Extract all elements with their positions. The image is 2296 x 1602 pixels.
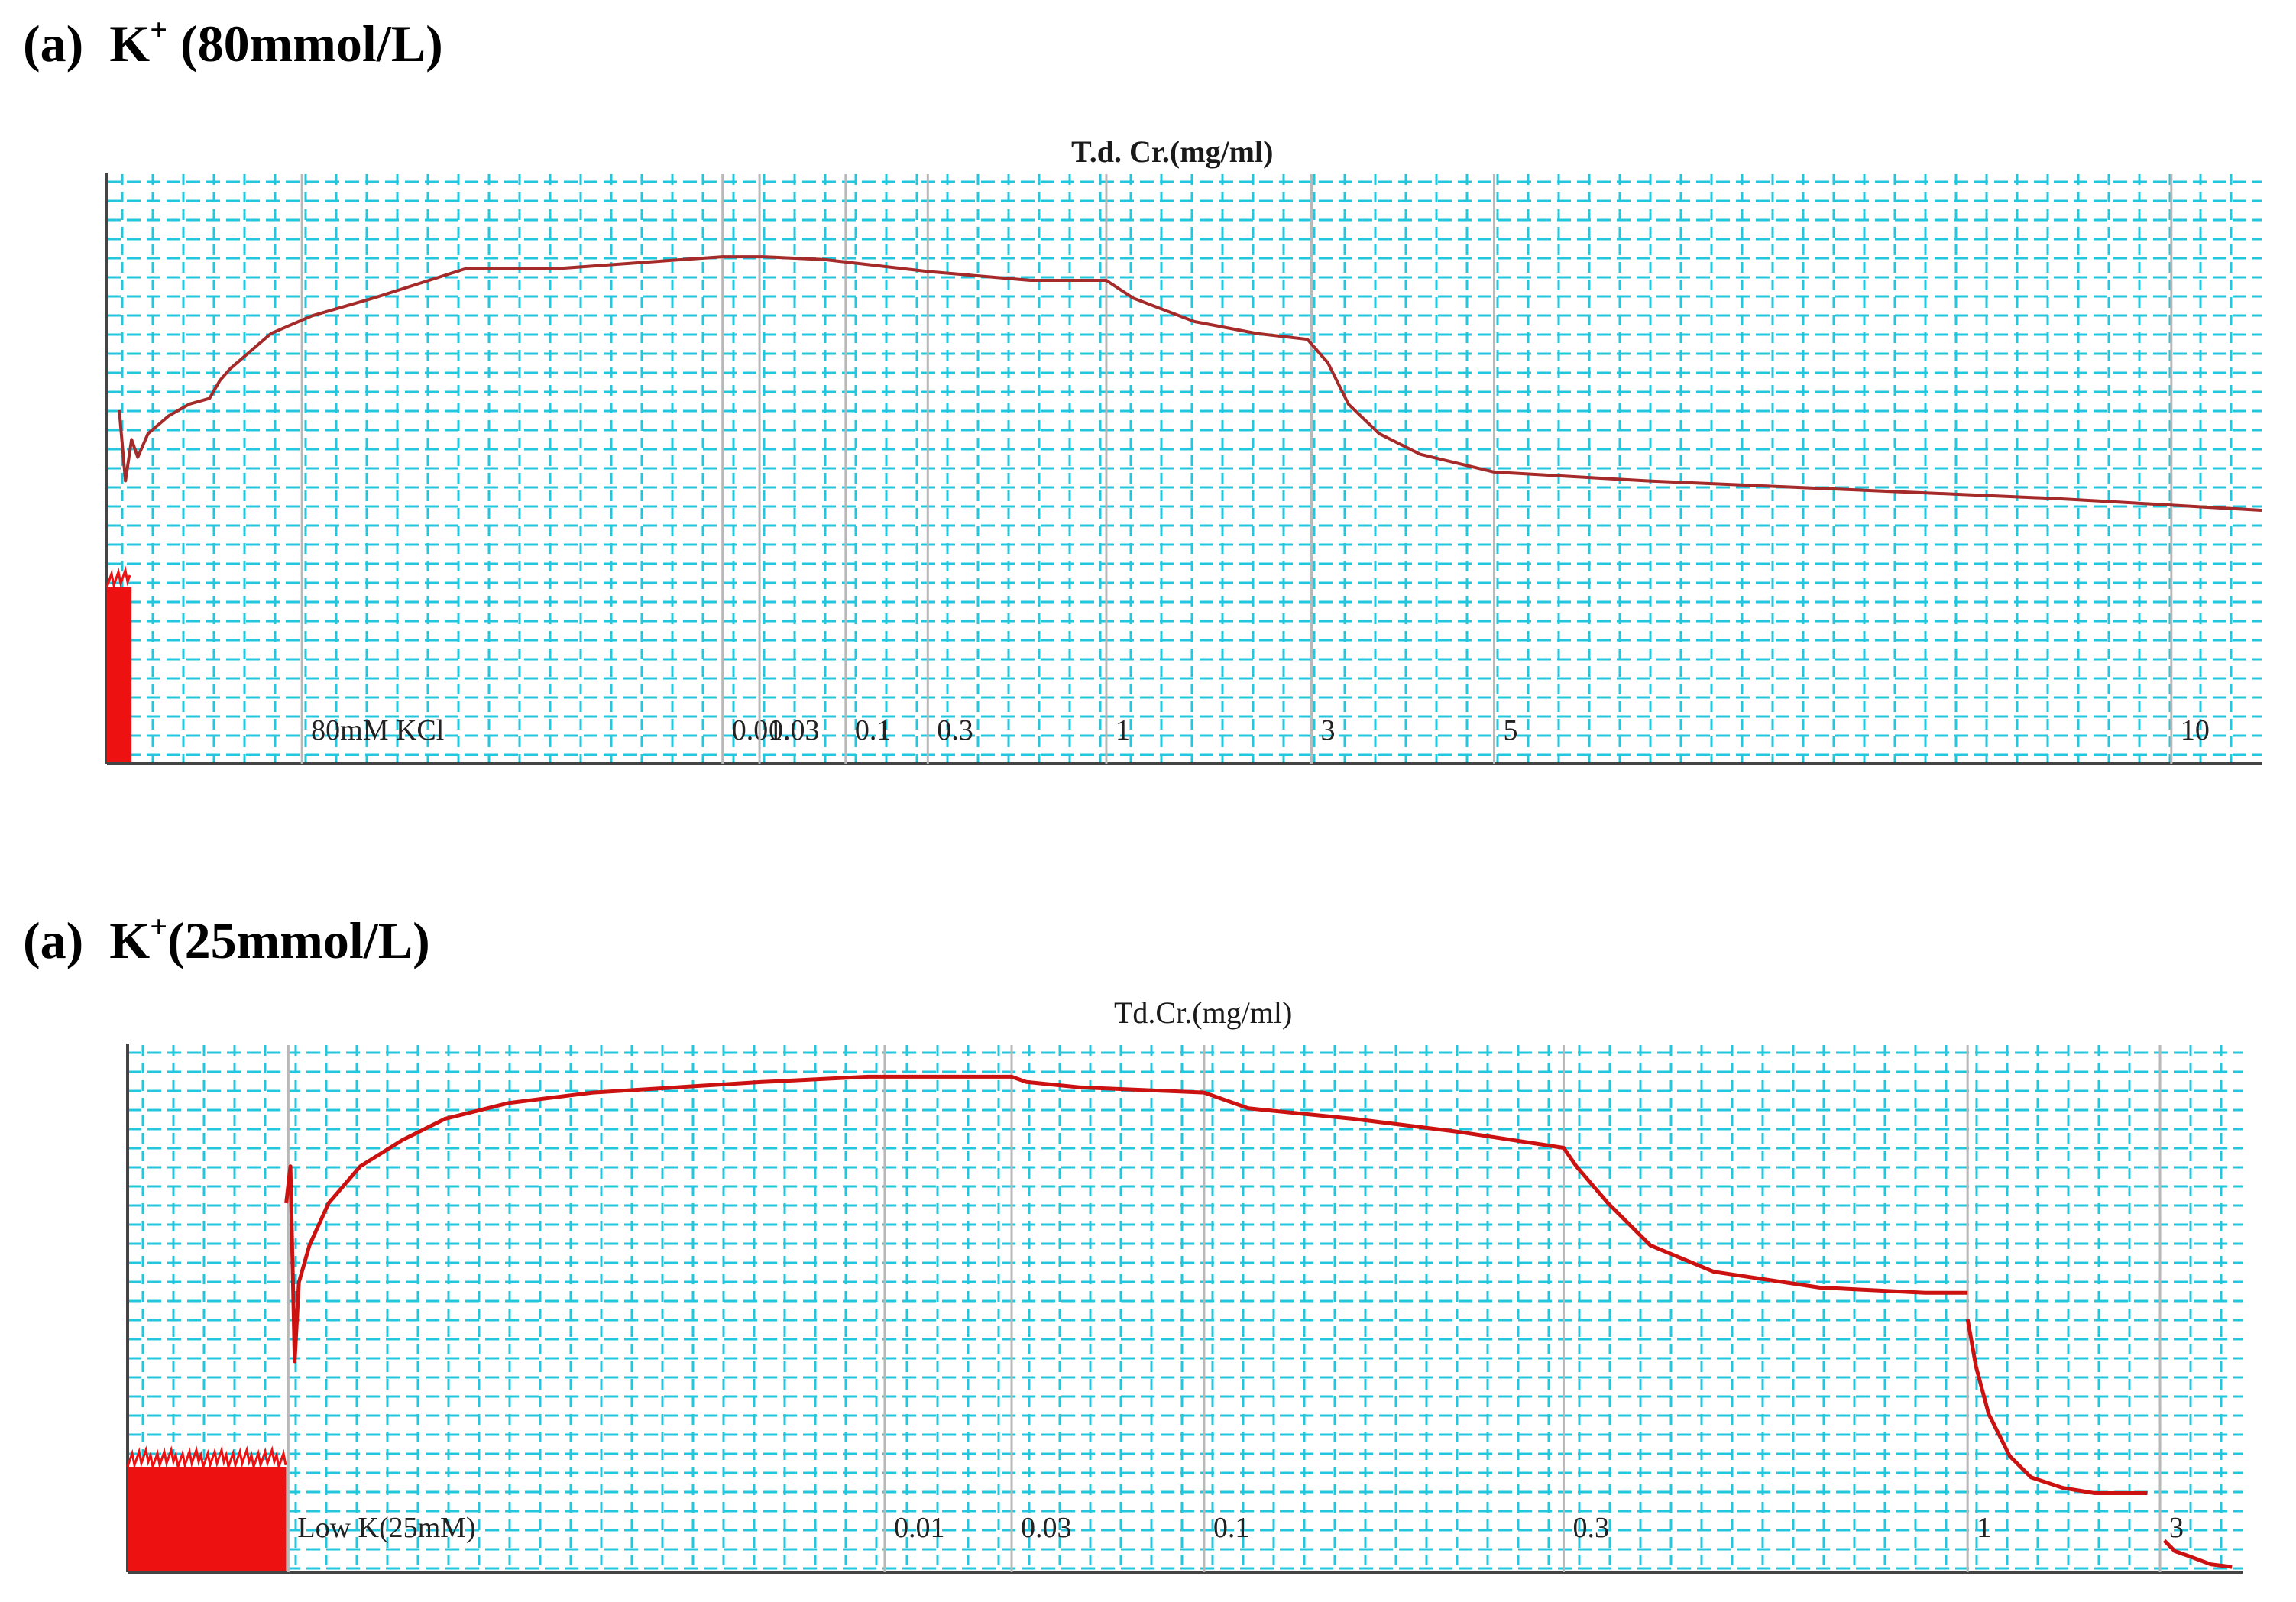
baseline-noise-edge	[105, 565, 131, 591]
panel-title-1: (a) K+ (80mmol/L)	[23, 14, 443, 74]
marker-label: 0.3	[937, 714, 973, 746]
panel-title-2: (a) K+(25mmol/L)	[23, 911, 430, 971]
panel-label: (a)	[23, 15, 84, 73]
chart-title-2: Td.Cr.(mg/ml)	[1114, 995, 1293, 1030]
chart-1: 80mM KCl 0.010.03 0.1 0.3 1 3 5 10	[105, 173, 2262, 765]
panel-concentration: (80mmol/L)	[167, 15, 443, 73]
chart-title-1: T.d. Cr.(mg/ml)	[1071, 134, 1274, 169]
marker-label: 0.3	[1572, 1512, 1609, 1544]
baseline-noise-band	[107, 587, 132, 762]
marker-label: 5	[1504, 714, 1518, 746]
marker-label: 0.1	[1213, 1512, 1250, 1544]
panel-label: (a)	[23, 911, 84, 969]
marker-label: 10	[2181, 714, 2210, 746]
marker-label: 0.1	[855, 714, 892, 746]
grid	[107, 174, 2262, 764]
panel-ion: K	[109, 911, 151, 969]
marker-label: 0.03	[1021, 1512, 1072, 1544]
tension-trace	[284, 1074, 1968, 1364]
marker-label: 3	[2169, 1512, 2184, 1544]
tension-trace	[118, 255, 2262, 512]
marker-label: 0.03	[769, 714, 820, 746]
baseline-noise-band	[128, 1467, 287, 1571]
panel-ion-charge: +	[150, 909, 167, 943]
marker-label: 0.01	[894, 1512, 945, 1544]
panel-ion-charge: +	[150, 12, 167, 47]
marker-label: 80mM KCl	[311, 714, 444, 746]
marker-label: 0.01	[732, 714, 783, 746]
marker-label: 3	[1321, 714, 1336, 746]
grid	[128, 1045, 2243, 1572]
baseline-noise-edge	[126, 1445, 287, 1471]
panel-ion: K	[109, 15, 151, 73]
tension-trace-segment	[1965, 1319, 2148, 1495]
marker-label: Low K(25mM)	[297, 1512, 475, 1544]
panel-concentration: (25mmol/L)	[167, 911, 430, 969]
marker-label: 1	[1116, 714, 1130, 746]
chart-2: Low K(25mM) 0.01 0.03 0.1 0.3 1 3	[126, 1044, 2243, 1574]
tension-trace-segment	[2162, 1539, 2233, 1569]
marker-label: 1	[1977, 1512, 1991, 1544]
